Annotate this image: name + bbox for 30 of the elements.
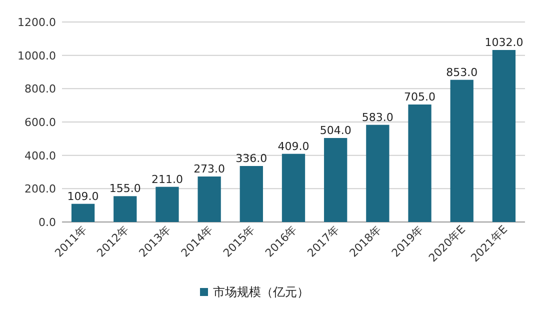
- bar: [324, 138, 348, 222]
- text: 504.0: [320, 124, 352, 137]
- text: 109.0: [67, 190, 99, 203]
- bar: [408, 104, 432, 222]
- text: 211.0: [151, 172, 183, 186]
- text: 409.0: [278, 140, 310, 153]
- bar: [450, 80, 474, 222]
- y-tick-label: 400.0: [24, 149, 56, 162]
- y-tick-label: 0.0: [38, 216, 56, 229]
- text: 853.0: [446, 66, 478, 79]
- bar: [240, 166, 263, 222]
- text: 273.0: [194, 162, 226, 176]
- bar: [282, 154, 306, 222]
- legend-label: 市场规模（亿元）: [213, 285, 309, 299]
- y-tick-label: 800.0: [24, 82, 56, 96]
- text: 155.0: [109, 182, 141, 196]
- y-tick-label: 1000.0: [18, 49, 56, 62]
- bar: [114, 196, 137, 222]
- y-tick-label: 200.0: [24, 182, 56, 196]
- bar: [71, 204, 95, 222]
- text: 336.0: [236, 152, 268, 165]
- text: 583.0: [362, 110, 394, 124]
- text: 1032.0: [484, 36, 524, 49]
- bar: [492, 50, 516, 222]
- bar: [366, 124, 390, 222]
- bar: [156, 186, 179, 222]
- y-tick-label: 1200.0: [18, 16, 56, 29]
- y-tick-label: 600.0: [24, 116, 56, 129]
- bar: [198, 176, 221, 222]
- text: 705.0: [404, 90, 436, 104]
